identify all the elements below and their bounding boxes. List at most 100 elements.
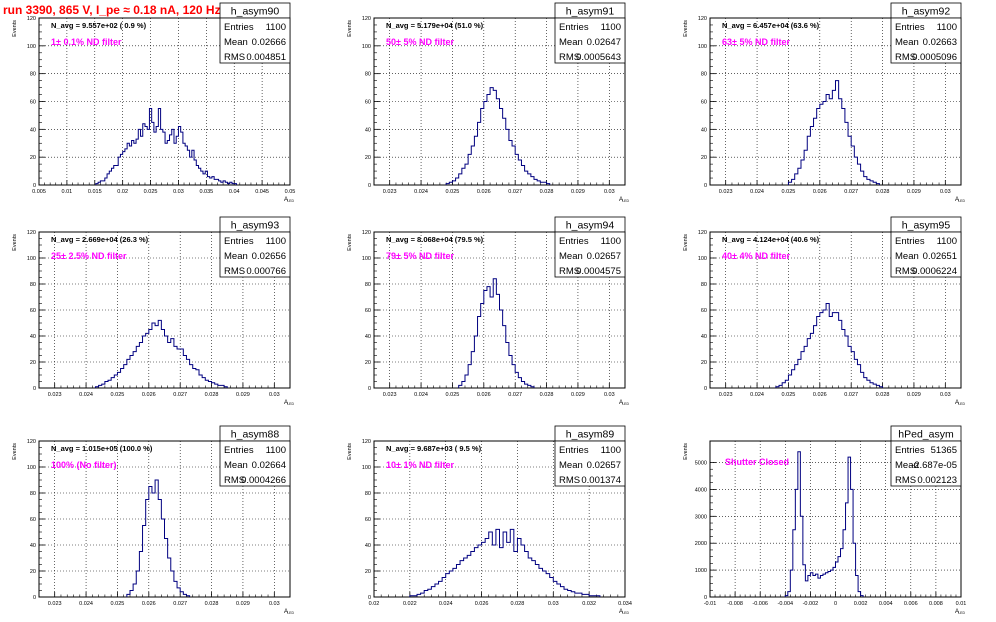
- y-tick-label: 5000: [695, 461, 707, 467]
- x-tick-label: 0.03: [940, 392, 951, 398]
- x-tick-label: 0.026: [142, 392, 156, 398]
- grid-lines: [39, 232, 290, 388]
- x-tick-label: 0.029: [907, 189, 921, 195]
- y-tick-label: 60: [30, 308, 36, 314]
- x-tick-label: 0.026: [813, 189, 827, 195]
- y-tick-label: 100: [698, 256, 707, 262]
- navg-label: N_avg = 6.457e+04 (63.6 %): [722, 21, 820, 30]
- stat-value: 0.02657: [587, 460, 621, 471]
- x-tick-label: 0.045: [255, 189, 269, 195]
- x-tick-label: 0.026: [475, 601, 489, 607]
- y-axis: 0 1000 2000 3000 4000 5000 Events: [683, 443, 716, 601]
- histogram-name: h_asym94: [566, 220, 615, 232]
- y-tick-label: 80: [30, 282, 36, 288]
- x-tick-label: 0.024: [750, 189, 764, 195]
- x-tick-label: 0.027: [844, 392, 858, 398]
- stat-value: 0.02663: [923, 37, 957, 48]
- stats-box: h_asym92 Entries 1100 Mean 0.02663 RMS0.00050…: [890, 2, 962, 64]
- y-tick-label: 20: [365, 155, 371, 161]
- x-tick-label: 0.025: [144, 189, 158, 195]
- x-tick-label: 0.02: [117, 189, 128, 195]
- histogram-line: [95, 107, 237, 185]
- y-axis-label: Events: [683, 234, 689, 251]
- x-tick-label: 0.028: [876, 189, 890, 195]
- x-tick-label: -0.004: [777, 601, 793, 607]
- x-tick-label: 0.032: [582, 601, 596, 607]
- stats-values-box: [554, 231, 626, 278]
- stat-value: 0.02651: [923, 251, 957, 262]
- stat-label: RMS: [224, 266, 245, 277]
- y-tick-label: 40: [365, 127, 371, 133]
- stat-label: Entries: [224, 445, 254, 456]
- x-tick-label: 0.024: [79, 392, 93, 398]
- y-tick-label: 120: [27, 439, 36, 445]
- x-axis-label-sub: LED: [287, 402, 294, 406]
- stat-label: RMS: [224, 475, 245, 486]
- stat-value: 51365: [931, 445, 957, 456]
- stat-label: RMS: [895, 52, 916, 63]
- stats-box: h_asym90 Entries 1100 Mean 0.02666 RMS 0.00485…: [219, 2, 291, 64]
- y-tick-label: 20: [701, 360, 707, 366]
- stats-values-box: [554, 17, 626, 64]
- stat-label: Entries: [895, 445, 925, 456]
- y-tick-label: 0: [704, 183, 707, 189]
- navg-label: N_avg = 5.179e+04 (51.0 %): [386, 21, 484, 30]
- stats-values-box: [890, 440, 962, 487]
- y-tick-label: 0: [33, 595, 36, 601]
- x-axis-label: A: [284, 400, 288, 406]
- x-tick-label: 0.03: [548, 601, 559, 607]
- stat-value: 0.02664: [252, 460, 286, 471]
- y-tick-label: 0: [368, 595, 371, 601]
- x-tick-label: 0.027: [173, 392, 187, 398]
- x-axis-label: A: [619, 400, 623, 406]
- y-tick-label: 60: [30, 517, 36, 523]
- x-tick-label: 0.025: [782, 392, 796, 398]
- y-axis-label: Events: [12, 443, 18, 460]
- y-tick-label: 100: [698, 44, 707, 50]
- filter-annotation: 10± 1% ND filter: [386, 460, 454, 470]
- y-tick-label: 80: [365, 72, 371, 78]
- stats-box: hPed_asym Entries 51365 Mean-2.687e-05 RMS 0.…: [890, 425, 962, 487]
- x-axis: 0.023 0.024 0.025 0.026 0.027 0.028 0.029 0.03 A…: [719, 180, 965, 203]
- x-axis-label-sub: LED: [287, 611, 294, 615]
- y-tick-label: 40: [365, 334, 371, 340]
- y-tick-label: 0: [33, 183, 36, 189]
- x-tick-label: 0.026: [477, 392, 491, 398]
- y-tick-label: 100: [362, 256, 371, 262]
- stat-label: Mean: [224, 460, 248, 471]
- y-tick-label: 120: [698, 230, 707, 236]
- stats-box: h_asym93 Entries 1100 Mean 0.02656 RMS 0.00076…: [219, 216, 291, 278]
- y-axis: 0 20 40 60 80 100 120 Events: [12, 16, 45, 189]
- y-tick-label: 120: [698, 16, 707, 22]
- x-tick-label: 0.028: [540, 392, 554, 398]
- stat-value: 0.001374: [581, 475, 621, 486]
- histogram-name: h_asym89: [566, 429, 615, 441]
- histogram-name: h_asym93: [231, 220, 280, 232]
- x-axis: -0.01 -0.008 -0.006 -0.004 -0.002 0 0.002 0.004…: [704, 592, 966, 615]
- x-tick-label: 0.024: [79, 601, 93, 607]
- y-tick-label: 40: [30, 127, 36, 133]
- y-axis: 0 20 40 60 80 100 120 Events: [347, 16, 380, 189]
- stat-value: 1100: [601, 22, 621, 33]
- stat-value: 0.02656: [252, 251, 286, 262]
- x-axis-label-sub: LED: [958, 611, 965, 615]
- stat-label: Mean: [895, 37, 919, 48]
- histogram-panel-hPed_asym: -0.01 -0.008 -0.006 -0.004 -0.002 0 0.002 0.004…: [683, 425, 966, 615]
- y-tick-label: 20: [701, 155, 707, 161]
- filter-annotation: 100% (No filter): [51, 460, 117, 470]
- y-axis: 0 20 40 60 80 100 120 Events: [12, 230, 45, 392]
- stats-values-box: [890, 231, 962, 278]
- y-axis-label: Events: [347, 443, 353, 460]
- x-axis-label-sub: LED: [287, 199, 294, 203]
- stat-value: 0.002123: [917, 475, 957, 486]
- y-tick-label: 120: [27, 230, 36, 236]
- x-tick-label: 0.03: [940, 189, 951, 195]
- stat-value: 0.004851: [246, 52, 286, 63]
- x-tick-label: 0.028: [876, 392, 890, 398]
- page-title: run 3390, 865 V, I_pe ≈ 0.18 nA, 120 Hz: [3, 3, 221, 17]
- x-tick-label: -0.008: [727, 601, 743, 607]
- navg-label: N_avg = 4.124e+04 (40.6 %): [722, 235, 820, 244]
- x-tick-label: 0.027: [508, 392, 522, 398]
- x-tick-label: 0.023: [48, 392, 62, 398]
- stat-label: Entries: [224, 236, 254, 247]
